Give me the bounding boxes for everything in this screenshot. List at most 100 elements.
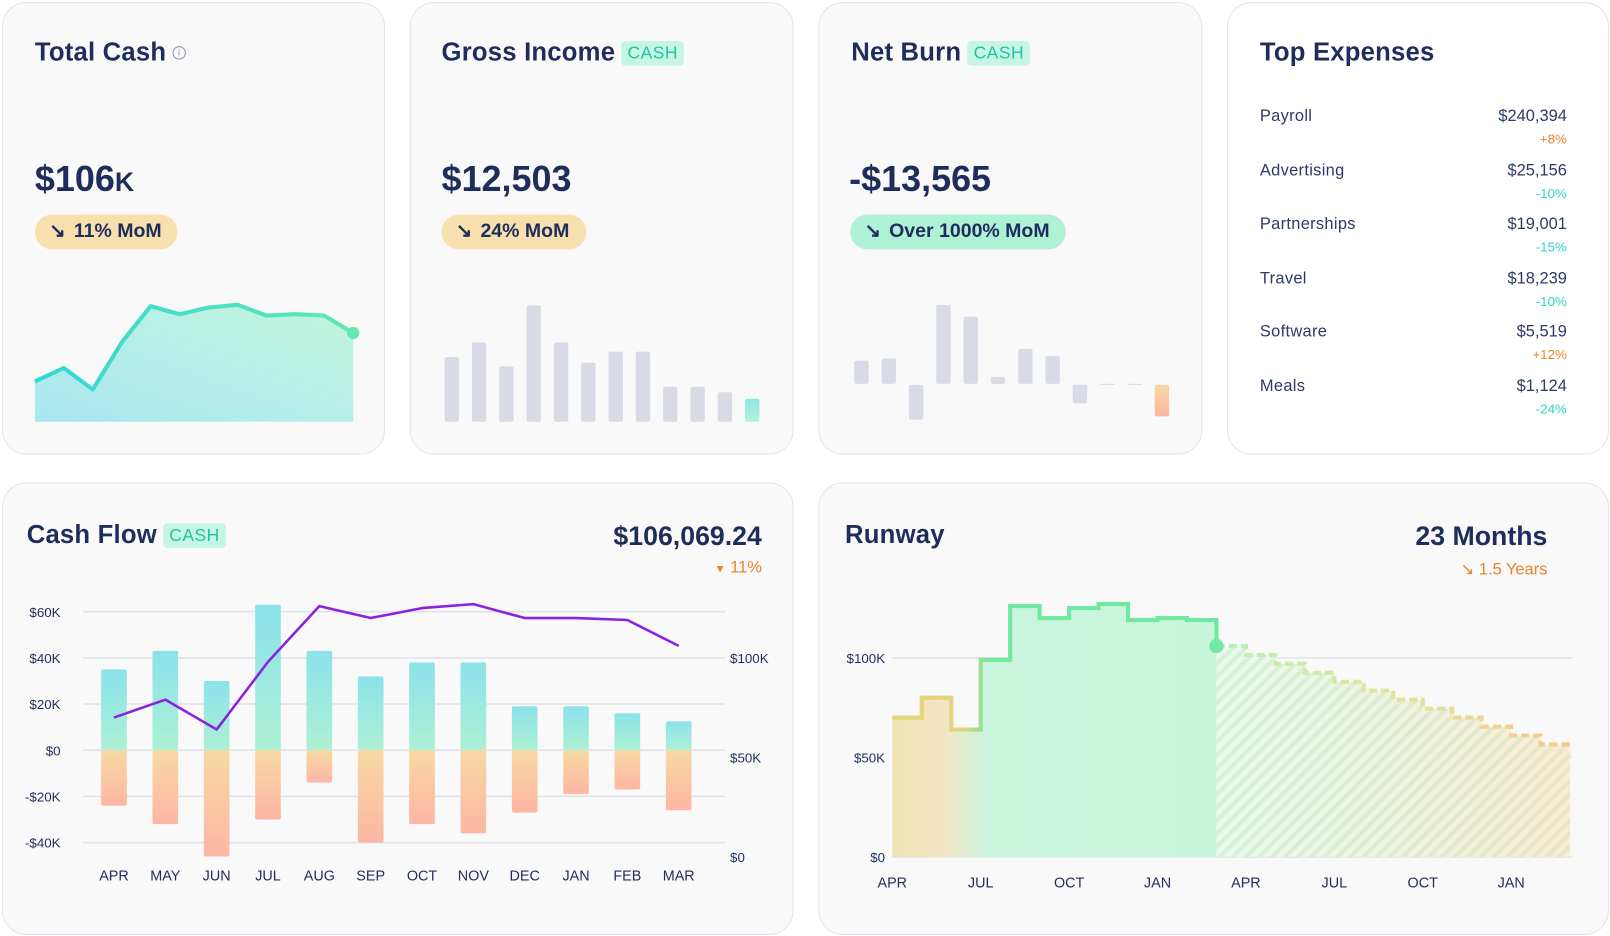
burn-bar <box>854 360 869 384</box>
expense-label: Meals <box>1259 377 1306 395</box>
burn-bar <box>963 316 978 384</box>
runway-chart: $100K $50K $0 APR JUL OCT JAN APR JUL OCT JAN <box>847 602 1573 892</box>
income-bar <box>553 342 569 422</box>
sparkline-area <box>34 304 354 422</box>
total-cash-title: Total Cash <box>34 37 167 67</box>
y-tick-label: $50K <box>854 751 885 766</box>
outflow-bar <box>665 750 692 811</box>
burn-bar <box>990 376 1006 384</box>
income-bar <box>499 366 514 422</box>
runway-card[interactable]: Runway 23 Months ↘ 1.5 Years $100K $50K $0… <box>818 482 1609 935</box>
expense-row[interactable]: Software $5,519 +12% <box>1260 323 1567 374</box>
outflow-bar <box>357 750 384 843</box>
outflow-bar <box>101 750 127 806</box>
burn-bar <box>1127 383 1142 385</box>
x-tick-label: MAR <box>663 869 695 885</box>
runway-value: 23 Months <box>1415 520 1548 552</box>
arrow-down-right-icon: ↘ <box>455 220 473 243</box>
x-tick-label: JAN <box>562 869 589 885</box>
inflow-bar <box>255 604 281 751</box>
outflow-bar <box>152 750 179 825</box>
inflow-bar <box>665 721 692 751</box>
x-tick-label: JAN <box>1498 876 1525 892</box>
y-right-tick-label: $100K <box>730 651 769 666</box>
info-circle-icon[interactable]: i <box>172 46 186 60</box>
expense-row[interactable]: Payroll $240,394 +8% <box>1260 108 1567 159</box>
net-burn-title: Net Burn <box>851 37 962 67</box>
expense-change: -10% <box>1535 185 1567 201</box>
cash-flow-change: ▼ 11% <box>714 559 761 577</box>
outflow-bar <box>255 750 281 820</box>
mom-change-text: 11% MoM <box>73 220 162 243</box>
outflow-bar <box>460 750 487 834</box>
net-burn-card[interactable]: Net Burn CASH -$13,565 ↘ Over 1000% MoM <box>818 2 1203 455</box>
sparkline-line <box>34 302 355 392</box>
arrow-down-right-icon: ↘ <box>49 220 66 243</box>
inflow-bar <box>460 662 487 751</box>
expense-label: Partnerships <box>1259 215 1356 233</box>
expense-label: Software <box>1259 323 1328 341</box>
y-tick-label: $60K <box>29 605 60 620</box>
expense-amount: $25,156 <box>1507 161 1567 180</box>
top-expenses-card[interactable]: Top Expenses Payroll $240,394 +8% Advertisi… <box>1227 2 1609 455</box>
income-bar <box>444 357 459 422</box>
outflow-bar <box>614 750 641 790</box>
burn-bar <box>881 358 896 384</box>
gross-income-title: Gross Income <box>441 37 616 67</box>
cash-flow-card[interactable]: Cash Flow CASH $106,069.24 ▼ 11% $60K $40… <box>2 482 794 935</box>
expense-row[interactable]: Partnerships $19,001 -15% <box>1260 216 1567 267</box>
burn-bar <box>1100 383 1115 385</box>
cash-flow-title: Cash Flow <box>26 520 157 550</box>
expense-row[interactable]: Meals $1,124 -24% <box>1260 377 1567 428</box>
outflow-bar <box>409 750 435 825</box>
expense-change: -15% <box>1535 239 1567 255</box>
cash-tag: CASH <box>163 522 226 548</box>
runway-title: Runway <box>845 520 945 550</box>
arrow-down-right-icon: ↘ <box>864 220 881 243</box>
expense-change: -10% <box>1535 293 1567 309</box>
gross-income-value: $12,503 <box>441 159 572 200</box>
x-tick-label: APR <box>1231 876 1261 892</box>
x-tick-label: APR <box>99 869 129 885</box>
x-tick-label: NOV <box>458 869 490 885</box>
expense-row[interactable]: Travel $18,239 -10% <box>1260 269 1567 320</box>
y-right-tick-label: $0 <box>730 850 745 865</box>
gross-income-bars <box>444 305 760 422</box>
x-tick-label: AUG <box>304 869 335 885</box>
runway-change: ↘ 1.5 Years <box>1461 559 1548 580</box>
inflow-bar <box>563 706 589 751</box>
income-bar <box>717 392 733 422</box>
expense-row[interactable]: Advertising $25,156 -10% <box>1260 162 1567 213</box>
runway-actual-line <box>892 602 1219 732</box>
income-bar <box>745 398 760 422</box>
inflow-bar <box>511 706 538 751</box>
expense-label: Travel <box>1259 269 1307 287</box>
x-tick-label: APR <box>878 876 908 892</box>
total-cash-card[interactable]: Total Cash i $106K ↘ 11% MoM <box>2 2 386 455</box>
runway-projection-tint <box>1216 645 1571 857</box>
burn-bar <box>1072 384 1088 404</box>
cash-flow-total: $106,069.24 <box>613 520 762 552</box>
expense-amount: $19,001 <box>1507 215 1567 233</box>
runway-projection-line <box>1216 643 1571 747</box>
cash-flow-chart: $60K $40K $20K $0 -$20K -$40K $100K $50K $0 APR MA… <box>25 602 769 885</box>
y-tick-label: $40K <box>29 651 60 666</box>
burn-bar <box>1018 349 1033 384</box>
x-tick-label: JUN <box>203 869 231 885</box>
outflow-bar <box>563 750 589 795</box>
mom-change-text: 24% MoM <box>480 220 570 243</box>
total-cash-sparkline <box>34 302 360 422</box>
x-tick-label: JAN <box>1144 876 1171 892</box>
mom-change-text: Over 1000% MoM <box>889 220 1050 243</box>
total-cash-value: $106K <box>35 159 134 200</box>
expense-label: Payroll <box>1259 107 1313 126</box>
gross-income-card[interactable]: Gross Income CASH $12,503 ↘ 24% MoM <box>409 2 794 455</box>
sparkline-current-dot <box>347 326 360 340</box>
net-burn-value: -$13,565 <box>849 159 992 200</box>
expense-amount: $5,519 <box>1516 323 1567 341</box>
value-number: $106 <box>34 159 115 200</box>
y-tick-label: $100K <box>847 651 886 666</box>
income-bar <box>581 362 596 422</box>
inflow-bar <box>409 662 435 751</box>
